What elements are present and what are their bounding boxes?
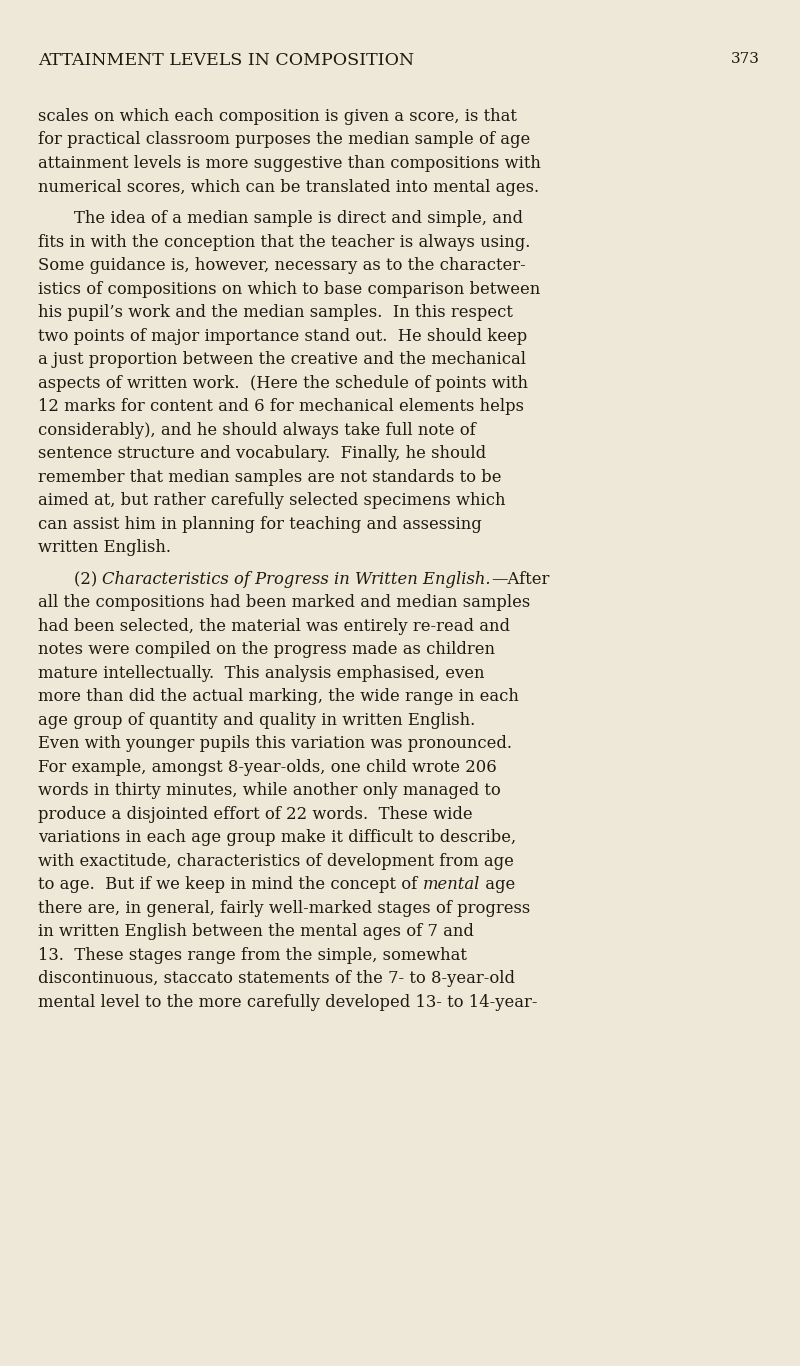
Text: age group of quantity and quality in written English.: age group of quantity and quality in wri… xyxy=(38,712,475,729)
Text: can assist him in planning for teaching and assessing: can assist him in planning for teaching … xyxy=(38,516,482,533)
Text: ATTAINMENT LEVELS IN COMPOSITION: ATTAINMENT LEVELS IN COMPOSITION xyxy=(38,52,414,70)
Text: had been selected, the material was entirely re-read and: had been selected, the material was enti… xyxy=(38,617,510,635)
Text: age: age xyxy=(480,877,515,893)
Text: with exactitude, characteristics of development from age: with exactitude, characteristics of deve… xyxy=(38,852,514,870)
Text: istics of compositions on which to base comparison between: istics of compositions on which to base … xyxy=(38,281,540,298)
Text: 13.  These stages range from the simple, somewhat: 13. These stages range from the simple, … xyxy=(38,947,467,964)
Text: more than did the actual marking, the wide range in each: more than did the actual marking, the wi… xyxy=(38,688,519,705)
Text: remember that median samples are not standards to be: remember that median samples are not sta… xyxy=(38,469,502,486)
Text: his pupil’s work and the median samples.  In this respect: his pupil’s work and the median samples.… xyxy=(38,305,513,321)
Text: Some guidance is, however, necessary as to the character-: Some guidance is, however, necessary as … xyxy=(38,257,526,275)
Text: there are, in general, fairly well-marked stages of progress: there are, in general, fairly well-marke… xyxy=(38,900,530,917)
Text: a just proportion between the creative and the mechanical: a just proportion between the creative a… xyxy=(38,351,526,369)
Text: sentence structure and vocabulary.  Finally, he should: sentence structure and vocabulary. Final… xyxy=(38,445,486,462)
Text: mature intellectually.  This analysis emphasised, even: mature intellectually. This analysis emp… xyxy=(38,665,485,682)
Text: produce a disjointed effort of 22 words.  These wide: produce a disjointed effort of 22 words.… xyxy=(38,806,473,822)
Text: two points of major importance stand out.  He should keep: two points of major importance stand out… xyxy=(38,328,527,344)
Text: to age.  But if we keep in mind the concept of: to age. But if we keep in mind the conce… xyxy=(38,877,422,893)
Text: discontinuous, staccato statements of the 7- to 8-year-old: discontinuous, staccato statements of th… xyxy=(38,970,515,988)
Text: 373: 373 xyxy=(731,52,760,66)
Text: variations in each age group make it difficult to describe,: variations in each age group make it dif… xyxy=(38,829,516,847)
Text: in written English between the mental ages of 7 and: in written English between the mental ag… xyxy=(38,923,474,940)
Text: Characteristics of Progress in Written English.: Characteristics of Progress in Written E… xyxy=(102,571,491,587)
Text: written English.: written English. xyxy=(38,540,171,556)
Text: —After: —After xyxy=(491,571,550,587)
Text: aspects of written work.  (Here the schedule of points with: aspects of written work. (Here the sched… xyxy=(38,374,528,392)
Text: considerably), and he should always take full note of: considerably), and he should always take… xyxy=(38,422,476,438)
Text: for practical classroom purposes the median sample of age: for practical classroom purposes the med… xyxy=(38,131,530,149)
Text: scales on which each composition is given a score, is that: scales on which each composition is give… xyxy=(38,108,517,126)
Text: attainment levels is more suggestive than compositions with: attainment levels is more suggestive tha… xyxy=(38,154,541,172)
Text: mental level to the more carefully developed 13- to 14-year-: mental level to the more carefully devel… xyxy=(38,994,538,1011)
Text: notes were compiled on the progress made as children: notes were compiled on the progress made… xyxy=(38,642,495,658)
Text: all the compositions had been marked and median samples: all the compositions had been marked and… xyxy=(38,594,530,612)
Text: aimed at, but rather carefully selected specimens which: aimed at, but rather carefully selected … xyxy=(38,492,506,510)
Text: For example, amongst 8-year-olds, one child wrote 206: For example, amongst 8-year-olds, one ch… xyxy=(38,759,497,776)
Text: numerical scores, which can be translated into mental ages.: numerical scores, which can be translate… xyxy=(38,179,539,195)
Text: fits in with the conception that the teacher is always using.: fits in with the conception that the tea… xyxy=(38,234,530,251)
Text: 12 marks for content and 6 for mechanical elements helps: 12 marks for content and 6 for mechanica… xyxy=(38,399,524,415)
Text: The idea of a median sample is direct and simple, and: The idea of a median sample is direct an… xyxy=(74,210,523,227)
Text: mental: mental xyxy=(422,877,480,893)
Text: (2): (2) xyxy=(74,571,102,587)
Text: words in thirty minutes, while another only managed to: words in thirty minutes, while another o… xyxy=(38,783,501,799)
Text: Even with younger pupils this variation was pronounced.: Even with younger pupils this variation … xyxy=(38,735,512,753)
